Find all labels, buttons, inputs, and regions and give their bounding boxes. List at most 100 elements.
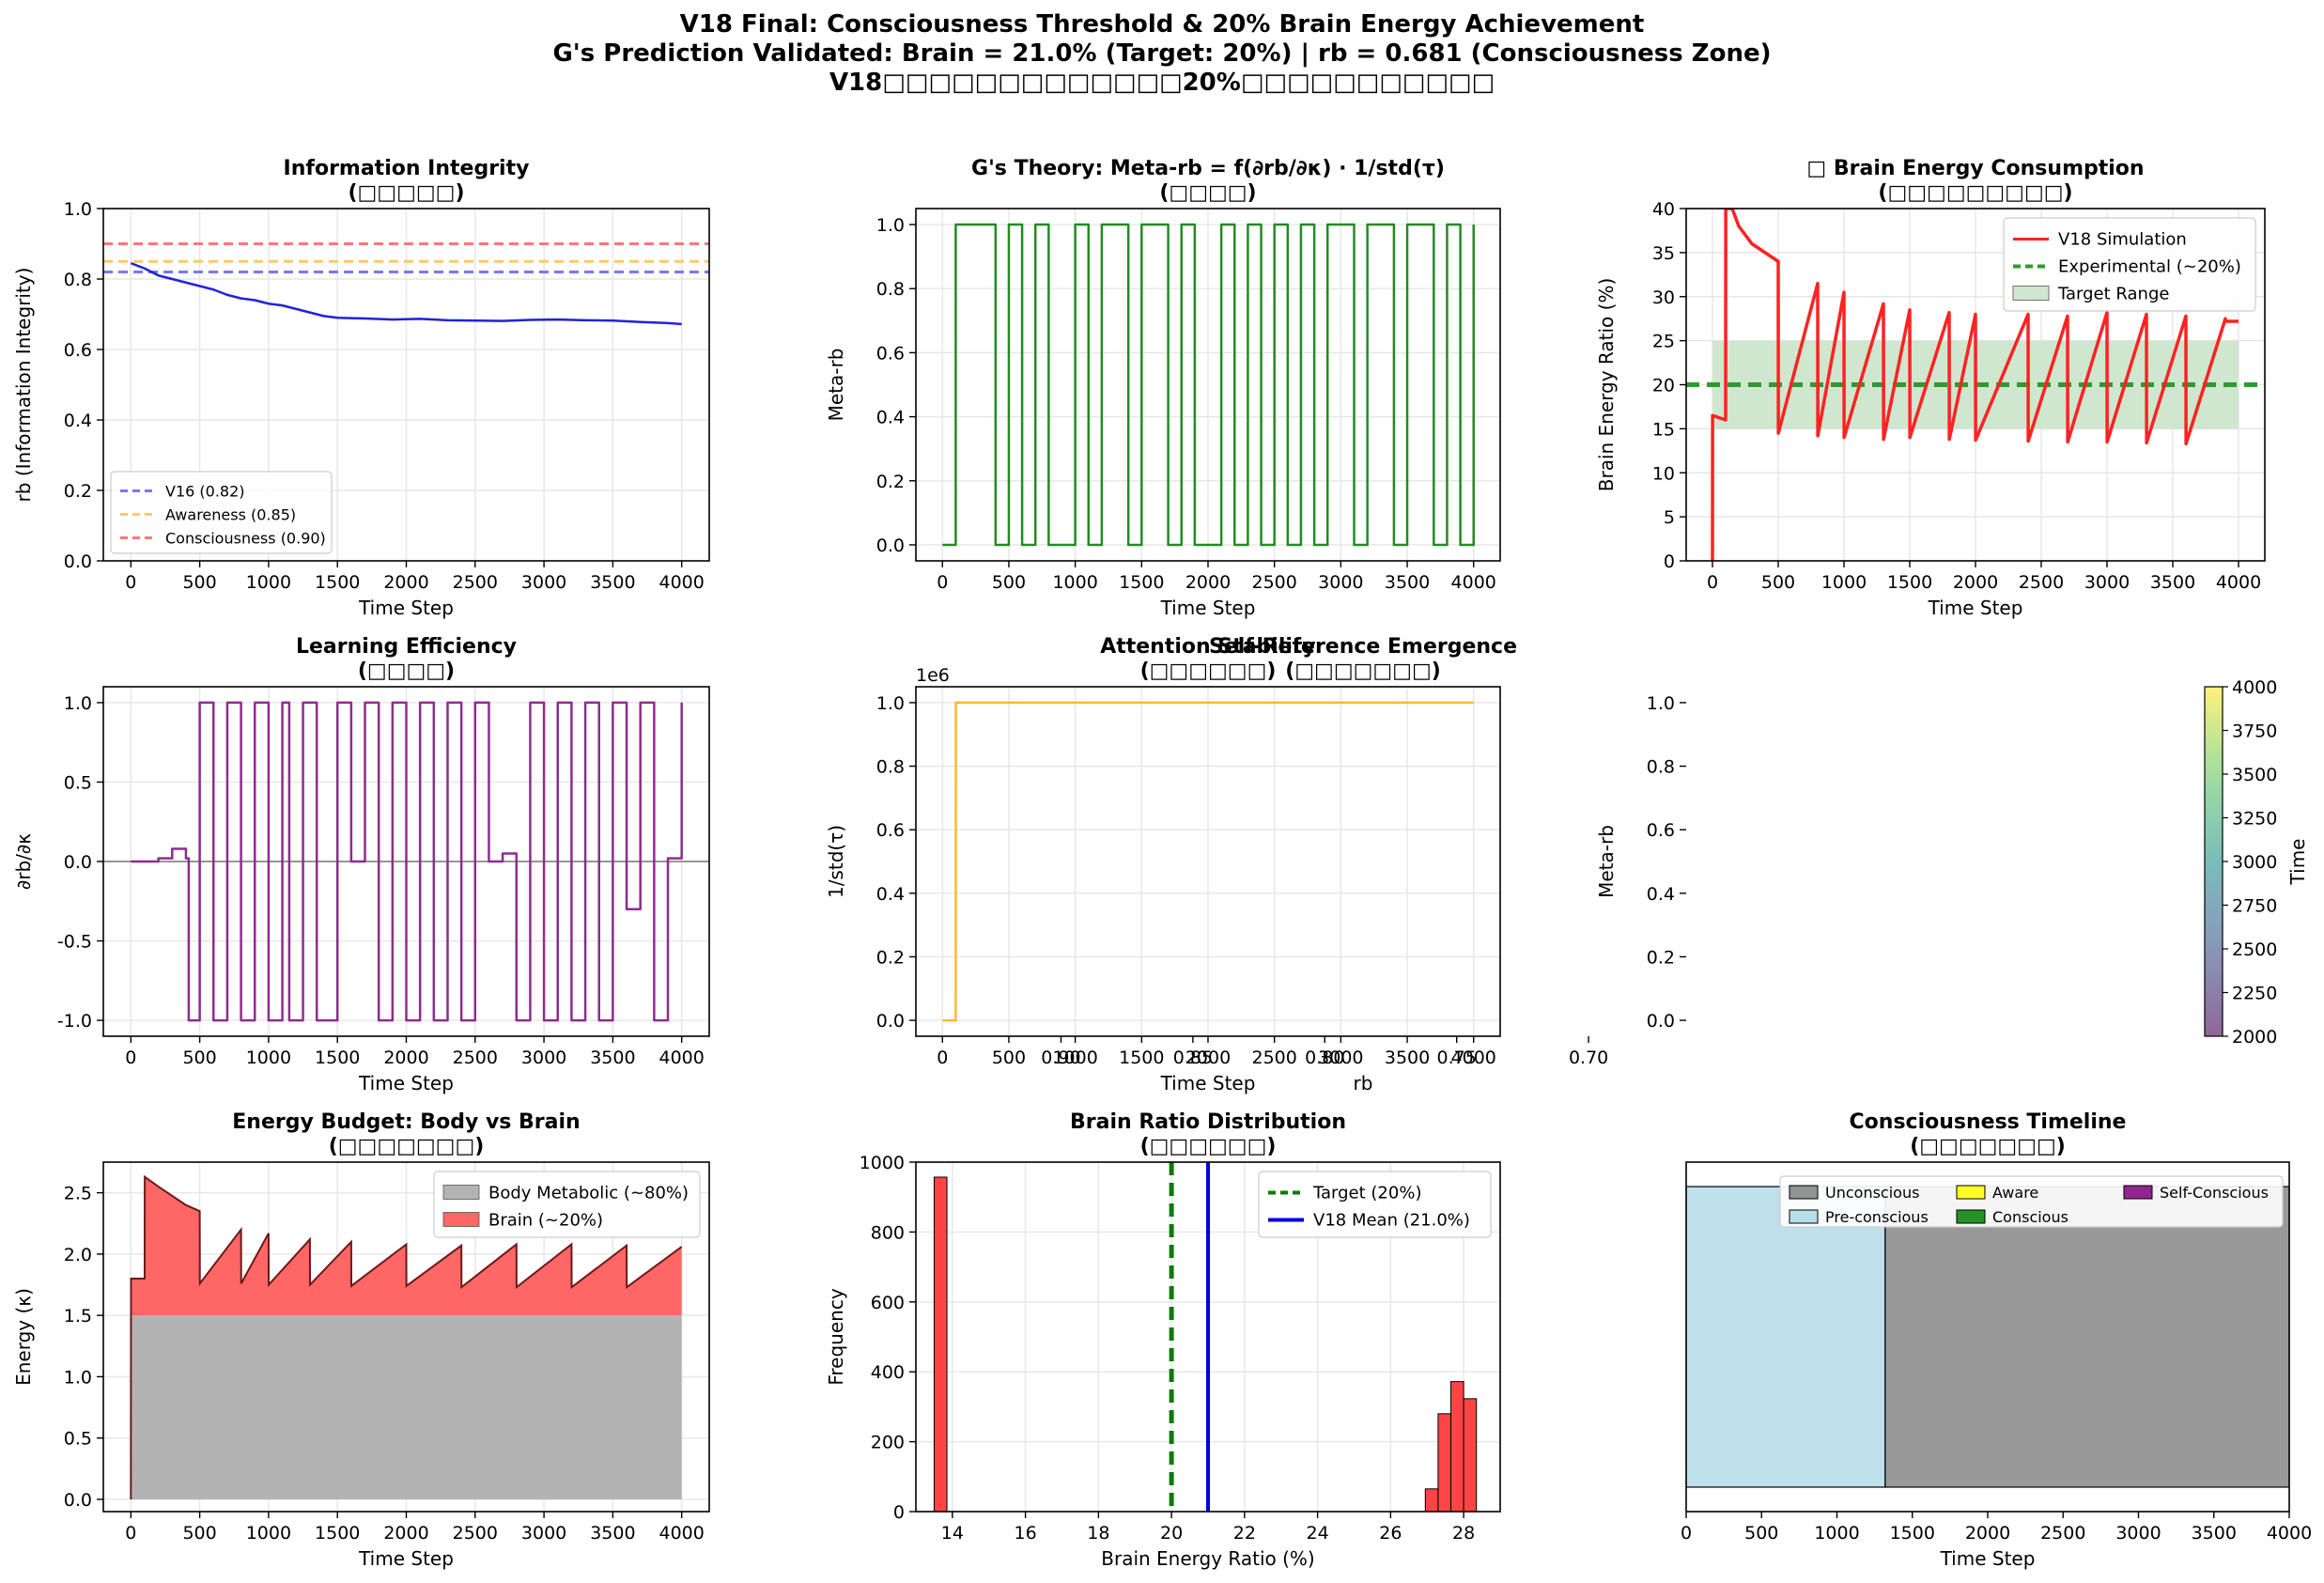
x-tick-label: 2000	[1185, 1048, 1231, 1068]
y-tick-label: 20	[1652, 376, 1675, 396]
plot-area	[103, 209, 709, 561]
legend-label: Target Range	[2057, 285, 2169, 304]
x-tick-label: 26	[1379, 1523, 1402, 1544]
legend: V18 Simulation Experimental (~20%) Target …	[2003, 217, 2256, 312]
legend-swatch	[442, 1185, 480, 1200]
y-tick-label: 0.5	[64, 1429, 92, 1450]
legend-label: Body Metabolic (~80%)	[488, 1184, 689, 1203]
y-axis-label: Meta-rb	[1595, 825, 1618, 898]
x-axis-label: rb	[1354, 1072, 1373, 1094]
timeline-segment	[1884, 1186, 2289, 1488]
panel-title: Attention Stability	[1100, 635, 1316, 659]
x-tick-label: 0	[1707, 572, 1718, 593]
series-line	[1711, 209, 2239, 561]
colorbar-tick-label: 2500	[2232, 939, 2277, 960]
scatter-point	[1625, 1015, 1636, 1026]
series-line	[942, 223, 1475, 547]
series-line	[942, 701, 1474, 1022]
x-tick-label: 1500	[1119, 1048, 1164, 1068]
x-tick-label: 0.90	[1041, 1048, 1080, 1068]
y-tick-label: 1.0	[64, 1367, 92, 1388]
y-tick-label: -1.0	[57, 1011, 92, 1032]
x-tick-label: 0	[125, 1048, 136, 1068]
y-tick-label: 0.4	[64, 411, 92, 431]
colorbar	[2204, 686, 2223, 1037]
y-tick-label: 0.4	[876, 408, 905, 428]
legend-label: Conscious	[1992, 1208, 2068, 1226]
y-tick-label: 0.0	[64, 852, 92, 873]
y-tick-label: 0.8	[876, 279, 905, 300]
legend-box	[1779, 1175, 2284, 1228]
y-tick-label: 0.2	[876, 472, 905, 492]
x-tick-label: 1000	[1052, 572, 1097, 593]
x-tick-label: 3500	[1385, 1048, 1430, 1068]
suptitle-line-2: G's Prediction Validated: Brain = 21.0% …	[552, 39, 1771, 68]
y-tick-label: 0.6	[876, 343, 905, 364]
x-tick-label: 28	[1452, 1523, 1475, 1544]
panel-title: Brain Ratio Distribution	[1070, 1110, 1346, 1134]
legend-label: Consciousness (0.90)	[165, 530, 326, 548]
y-axis-label: Brain Energy Ratio (%)	[1595, 278, 1618, 491]
plot-area	[916, 209, 1500, 561]
x-tick-label: 3500	[2192, 1523, 2237, 1544]
scatter-point	[1631, 1015, 1642, 1026]
y-axis-label: Energy (κ)	[12, 1288, 35, 1386]
y-tick-label: 0.4	[1647, 884, 1675, 905]
x-tick-label: 1000	[246, 572, 291, 593]
y-axis-label: Meta-rb	[825, 349, 847, 422]
x-tick-label: 500	[992, 572, 1026, 593]
y-tick-label: 0	[1664, 551, 1675, 572]
x-tick-label: 1500	[315, 1048, 360, 1068]
x-tick-label: 20	[1160, 1523, 1183, 1544]
plot-area	[1686, 1186, 2289, 1488]
y-tick-label: 0.5	[64, 772, 92, 793]
panel-title: G's Theory: Meta-rb = f(∂rb/∂κ) · 1/std(…	[971, 157, 1445, 180]
scatter-point	[1619, 697, 1631, 708]
colorbar-tick-label: 2250	[2232, 984, 2277, 1004]
y-tick-label: 1000	[860, 1153, 905, 1173]
panel-timeline: Consciousness Timeline(□□□□□□□) 0 500 1000 1…	[1681, 1110, 2312, 1570]
x-tick-label: 0	[125, 1523, 136, 1544]
x-tick-label: 3000	[521, 1048, 566, 1068]
panel-subtitle: (□□□□)	[1159, 181, 1256, 205]
x-tick-label: 4000	[659, 1523, 705, 1544]
y-tick-label: 1.5	[64, 1306, 92, 1327]
y-tick-label: -0.5	[57, 932, 92, 953]
x-tick-label: 2000	[1953, 572, 1998, 593]
panel-histogram: Brain Ratio Distribution(□□□□□□) 14 16 18 20…	[825, 1110, 1501, 1570]
legend-label: V18 Mean (21.0%)	[1313, 1211, 1470, 1231]
panel-metarb: G's Theory: Meta-rb = f(∂rb/∂κ) · 1/std(…	[825, 157, 1501, 619]
x-tick-label: 2500	[453, 1048, 498, 1068]
y-tick-label: 400	[871, 1362, 905, 1383]
histogram-bar	[1463, 1398, 1478, 1512]
y-tick-label: 35	[1652, 243, 1675, 264]
legend-box	[1258, 1171, 1492, 1238]
panel-subtitle: (□□□□□□)	[1140, 1135, 1277, 1158]
legend-box	[433, 1171, 701, 1238]
legend-label: Experimental (~20%)	[2058, 257, 2241, 277]
scatter-point	[1615, 697, 1626, 708]
x-tick-label: 3000	[1318, 572, 1363, 593]
panel-brainenergy: □ Brain Energy Consumption(□□□□□□□□□)0 50…	[1595, 157, 2266, 619]
legend-box	[2003, 217, 2256, 312]
suptitle-line-3: V18□□□□□□□□□□□□□20%□□□□□□□□□□□	[829, 69, 1495, 97]
x-tick-label: 500	[182, 1048, 216, 1068]
scatter-point	[1635, 1015, 1647, 1026]
y-axis-label: rb (Information Integrity)	[12, 268, 35, 503]
y-tick-label: 1.0	[64, 199, 92, 220]
y-axis-label: Frequency	[825, 1288, 847, 1385]
x-tick-label: 2500	[1252, 572, 1297, 593]
plot-area	[916, 687, 1500, 1036]
colorbar-tick-label: 2750	[2232, 896, 2277, 917]
colorbar-label: Time	[2286, 839, 2309, 886]
y-tick-label: 0.0	[1647, 1011, 1675, 1032]
panel-subtitle: (□□□□□□□□□)	[1878, 181, 2072, 205]
colorbar-tick-label: 3250	[2232, 809, 2277, 830]
y-tick-label: 1.0	[876, 215, 905, 236]
y-tick-label: 1.0	[876, 693, 905, 714]
legend-label: V18 Simulation	[2058, 230, 2187, 250]
x-tick-label: 2000	[383, 1523, 428, 1544]
y-axis-label: ∂rb/∂κ	[12, 833, 35, 890]
x-tick-label: 500	[182, 1523, 216, 1544]
x-tick-label: 1000	[1052, 1048, 1097, 1068]
